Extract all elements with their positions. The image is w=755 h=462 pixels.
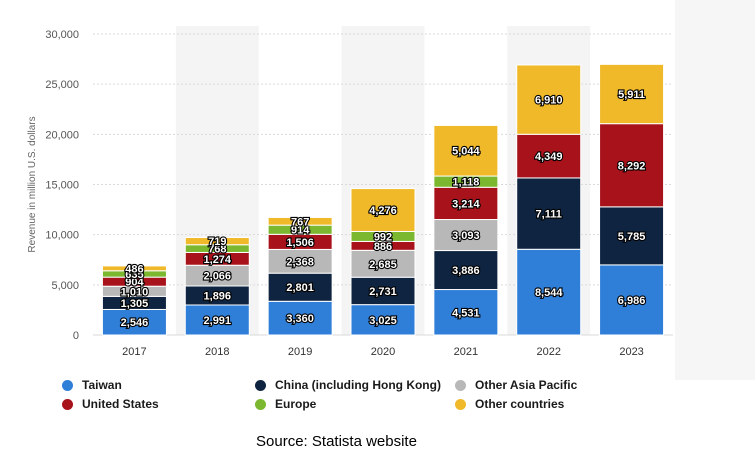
- y-tick-label: 25,000: [45, 79, 79, 91]
- data-label: 3,025: [369, 315, 397, 327]
- bar-segment[interactable]: [516, 133, 582, 179]
- stacked-bar-chart: 0 5,000 10,000 15,000 20,000 25,000 30,000 Reve…: [27, 0, 755, 380]
- data-label: 992: [374, 231, 392, 243]
- bar-segment[interactable]: [516, 248, 582, 336]
- data-label: 3,360: [286, 313, 314, 325]
- bar-segment[interactable]: [516, 64, 582, 135]
- data-label: 635: [125, 269, 143, 281]
- bar-segment[interactable]: [101, 265, 167, 272]
- legend-swatch: [455, 379, 466, 391]
- bar-segment[interactable]: [267, 272, 333, 302]
- data-label: 1,506: [286, 237, 314, 249]
- data-label: 2,546: [121, 317, 149, 329]
- data-label: 5,911: [618, 89, 645, 101]
- legend-label: United States: [82, 397, 159, 411]
- data-label: 1,010: [121, 286, 149, 298]
- bar-segment[interactable]: [433, 124, 499, 177]
- data-label: 914: [291, 225, 310, 237]
- right-margin-band: [675, 0, 755, 380]
- data-label: 4,276: [369, 205, 397, 217]
- bar-segment[interactable]: [599, 206, 665, 266]
- data-label: 767: [291, 216, 309, 228]
- x-tick-label: 2021: [454, 346, 478, 358]
- data-label: 886: [374, 241, 392, 253]
- y-tick-label: 0: [73, 330, 79, 342]
- data-label: 4,349: [535, 151, 563, 163]
- y-tick-label: 30,000: [45, 29, 79, 41]
- x-tick-label: 2017: [122, 346, 146, 358]
- x-tick-label: 2023: [619, 346, 643, 358]
- bar-segment[interactable]: [433, 250, 499, 291]
- bar-segment[interactable]: [184, 237, 250, 246]
- data-label: 4,531: [452, 307, 480, 319]
- legend-item-taiwan[interactable]: Taiwan: [62, 378, 122, 392]
- bar-segment[interactable]: [350, 304, 416, 336]
- bar-segment[interactable]: [267, 300, 333, 336]
- legend-label: Europe: [275, 397, 317, 411]
- x-tick-label: 2018: [205, 346, 229, 358]
- y-axis-label: Revenue in million U.S. dollars: [27, 116, 38, 252]
- data-label: 8,544: [535, 287, 563, 299]
- bar-segment[interactable]: [101, 308, 167, 336]
- data-label: 3,214: [452, 198, 480, 210]
- data-label: 6,910: [535, 95, 563, 107]
- data-label: 719: [208, 236, 226, 248]
- legend-swatch: [62, 379, 73, 391]
- data-label: 2,685: [369, 259, 397, 271]
- bar-segment[interactable]: [433, 219, 499, 252]
- data-label: 1,118: [452, 177, 479, 189]
- y-tick-label: 20,000: [45, 129, 79, 141]
- y-tick-label: 15,000: [45, 180, 79, 192]
- data-label: 5,785: [618, 231, 646, 243]
- legend-label: Other Asia Pacific: [475, 378, 578, 392]
- data-label: 2,991: [204, 315, 232, 327]
- data-label: 904: [125, 277, 144, 289]
- legend-label: Other countries: [475, 397, 565, 411]
- data-label: 486: [125, 263, 143, 275]
- bar-segment[interactable]: [267, 216, 333, 226]
- legend-label: China (including Hong Kong): [275, 378, 441, 392]
- x-tick-label: 2020: [371, 346, 395, 358]
- data-label: 7,111: [536, 209, 562, 221]
- bar-segment[interactable]: [516, 177, 582, 250]
- legend-label: Taiwan: [82, 378, 122, 392]
- bar-segment[interactable]: [184, 304, 250, 336]
- y-tick-label: 5,000: [51, 280, 79, 292]
- legend-item-china[interactable]: China (including Hong Kong): [255, 378, 441, 392]
- legend-item-other-countries[interactable]: Other countries: [455, 397, 564, 411]
- legend-swatch: [255, 379, 266, 391]
- legend-item-other-asia-pacific[interactable]: Other Asia Pacific: [455, 378, 577, 392]
- source-caption: Source: Statista website: [256, 433, 417, 450]
- bar-segment[interactable]: [433, 289, 499, 336]
- legend-swatch: [62, 398, 73, 410]
- legend-item-united-states[interactable]: United States: [62, 397, 159, 411]
- bar-segment[interactable]: [350, 188, 416, 232]
- data-label: 2,066: [204, 271, 232, 283]
- data-label: 2,731: [369, 286, 397, 298]
- data-label: 5,044: [452, 146, 480, 158]
- data-label: 3,093: [452, 230, 480, 242]
- data-label: 1,896: [204, 290, 232, 302]
- data-label: 1,305: [121, 298, 149, 310]
- legend-swatch: [455, 398, 466, 410]
- data-label: 1,274: [204, 254, 232, 266]
- x-tick-label: 2019: [288, 346, 312, 358]
- data-label: 8,292: [618, 160, 646, 172]
- legend-swatch: [255, 398, 266, 410]
- data-label: 6,986: [618, 295, 646, 307]
- bar-segment[interactable]: [433, 186, 499, 221]
- legend-item-europe[interactable]: Europe: [255, 397, 316, 411]
- data-label: 3,886: [452, 265, 480, 277]
- data-label: 2,368: [286, 256, 314, 268]
- y-tick-label: 10,000: [45, 230, 79, 242]
- x-tick-label: 2022: [536, 346, 560, 358]
- data-label: 2,801: [286, 282, 314, 294]
- bar-segment[interactable]: [599, 63, 665, 125]
- data-label: 768: [208, 244, 226, 256]
